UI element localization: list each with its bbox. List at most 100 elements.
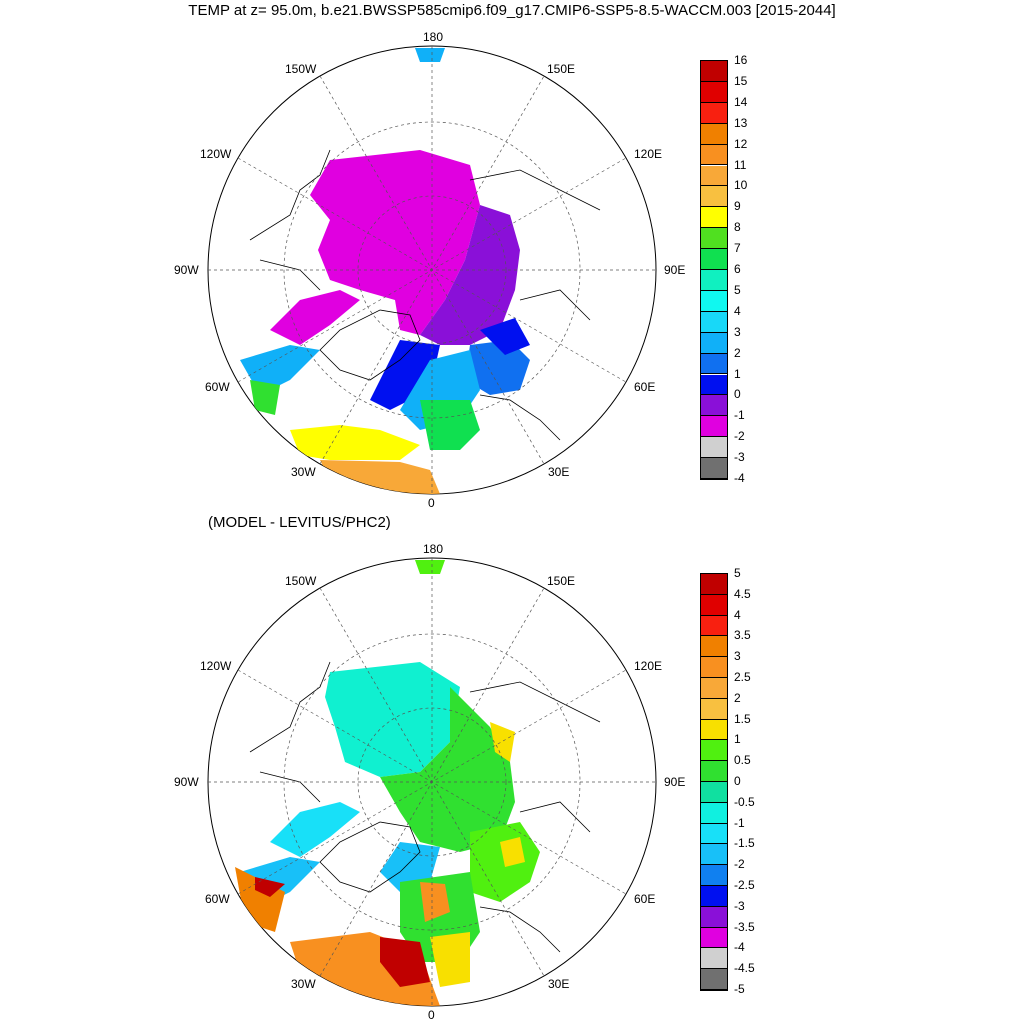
colorbar-swatch <box>701 332 727 354</box>
colorbar-swatch <box>701 81 727 103</box>
colorbar-tick-label: 12 <box>734 136 748 151</box>
field-region-arctic-basin <box>310 150 480 335</box>
temperature-map-panel: 180 150E 120E 90E 60E 30E 0 30W 60W 90W … <box>174 30 748 510</box>
lon-label-90e: 90E <box>664 775 686 789</box>
colorbar-swatch <box>701 290 727 312</box>
colorbar-swatch <box>701 311 727 333</box>
colorbar-tick-label: 3.5 <box>734 628 751 643</box>
colorbar-tick-label: -2 <box>734 857 745 872</box>
lon-label-60e: 60E <box>634 380 656 394</box>
lon-label-180: 180 <box>423 30 444 44</box>
colorbar-tick-label: 3 <box>734 324 741 339</box>
colorbar-tick-label: 4 <box>734 607 741 622</box>
lon-label-120w: 120W <box>200 659 232 673</box>
figure-title: TEMP at z= 95.0m, b.e21.BWSSP585cmip6.f0… <box>188 2 836 19</box>
colorbar-tick-label: 4.5 <box>734 586 751 601</box>
colorbar-swatch <box>701 636 727 658</box>
colorbar-swatch <box>701 782 727 803</box>
colorbar-swatch <box>701 437 727 459</box>
lon-label-120e: 120E <box>634 659 663 673</box>
colorbar-swatch <box>701 678 727 699</box>
colorbar-swatch <box>701 906 727 928</box>
colorbar-swatch <box>701 207 727 229</box>
colorbar-tick-label: -4 <box>734 471 745 485</box>
lon-label-120w: 120W <box>200 147 232 161</box>
colorbar-tick-label: -4.5 <box>734 961 755 976</box>
colorbar-tick-label: 9 <box>734 199 741 214</box>
lon-label-0: 0 <box>428 496 435 510</box>
lon-label-30w: 30W <box>291 977 316 991</box>
colorbar-swatch <box>701 886 727 907</box>
lon-label-60e: 60E <box>634 892 656 906</box>
lon-label-120e: 120E <box>634 147 663 161</box>
lon-label-30w: 30W <box>291 465 316 479</box>
field-region-barents <box>465 340 530 395</box>
colorbar-tick-label: -4 <box>734 940 745 955</box>
colorbar-tick-label: 1 <box>734 732 741 747</box>
field-region-norwegian-green <box>420 400 480 450</box>
lon-label-30e: 30E <box>548 977 570 991</box>
colorbar-tick-label: -3.5 <box>734 919 755 934</box>
colorbar-tick-label: -5 <box>734 982 745 996</box>
colorbar-tick-label: 1.5 <box>734 711 751 726</box>
difference-polar-map <box>207 557 657 1007</box>
colorbar-tick-label: 0.5 <box>734 753 751 768</box>
colorbar-swatch <box>701 374 727 396</box>
coastline <box>249 149 601 441</box>
colorbar-swatch <box>701 615 727 637</box>
colorbar-swatch <box>701 657 727 678</box>
colorbar-tick-label: 5 <box>734 566 741 580</box>
colorbar-tick-label: -2.5 <box>734 878 755 892</box>
colorbar-tick-label: 8 <box>734 220 741 235</box>
colorbar-swatch <box>701 823 727 845</box>
colorbar-swatch <box>701 574 727 595</box>
difference-subtitle: (MODEL - LEVITUS/PHC2) <box>208 514 391 531</box>
coastline <box>249 661 601 953</box>
colorbar-swatch <box>701 927 727 949</box>
colorbar-swatch <box>701 228 727 250</box>
colorbar-tick-label: 5 <box>734 282 741 297</box>
colorbar-tick-label: -3 <box>734 898 745 913</box>
colorbar-tick-label: 2.5 <box>734 670 751 684</box>
difference-colorbar <box>700 573 728 991</box>
diff-region-archipelago <box>270 802 360 857</box>
colorbar-swatch <box>701 761 727 782</box>
colorbar-tick-label: 7 <box>734 241 741 256</box>
colorbar-tick-label: 4 <box>734 303 741 318</box>
colorbar-tick-label: 0 <box>734 774 741 788</box>
colorbar-tick-label: 16 <box>734 53 748 67</box>
field-region-atlantic-yellow <box>290 425 420 460</box>
colorbar-tick-label: 2 <box>734 690 741 705</box>
colorbar-swatch <box>701 594 727 616</box>
colorbar-swatch <box>701 395 727 417</box>
colorbar-tick-label: 0 <box>734 387 741 402</box>
colorbar-swatch <box>701 144 727 166</box>
colorbar-tick-label: 3 <box>734 649 741 664</box>
colorbar-tick-label: 10 <box>734 178 748 193</box>
lon-label-150w: 150W <box>285 574 317 588</box>
colorbar-swatch <box>701 165 727 187</box>
colorbar-tick-label: -3 <box>734 450 745 465</box>
colorbar-tick-label: -1 <box>734 815 745 830</box>
colorbar-swatch <box>701 102 727 124</box>
difference-map-panel: 180 150E 120E 90E 60E 30E 0 30W 60W 90W … <box>0 512 1024 1024</box>
lon-label-60w: 60W <box>205 380 230 394</box>
lon-label-0: 0 <box>428 1008 435 1022</box>
colorbar-tick-label: -1.5 <box>734 836 755 851</box>
colorbar-swatch <box>701 865 727 886</box>
field-region-labrador <box>250 380 280 415</box>
colorbar-tick-label: 13 <box>734 115 748 130</box>
colorbar-swatch <box>701 353 727 375</box>
diff-region-atlantic-yellow <box>430 932 470 987</box>
temperature-polar-map <box>207 45 657 495</box>
diff-region-bering <box>415 560 445 574</box>
colorbar-tick-label: 14 <box>734 94 748 109</box>
colorbar-swatch <box>701 948 727 970</box>
lon-label-90w: 90W <box>174 263 199 277</box>
colorbar-tick-label: 6 <box>734 262 741 276</box>
colorbar-tick-label: -0.5 <box>734 794 755 809</box>
graticule <box>208 46 656 494</box>
colorbar-swatch <box>701 123 727 145</box>
colorbar-swatch <box>701 416 727 438</box>
diff-region-kara-yellow <box>500 837 525 867</box>
